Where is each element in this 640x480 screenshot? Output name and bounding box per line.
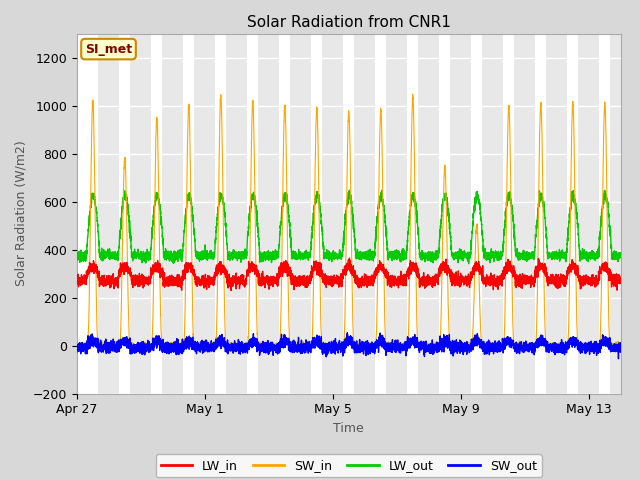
- Y-axis label: Solar Radiation (W/m2): Solar Radiation (W/m2): [14, 141, 27, 287]
- Bar: [163, 34, 184, 394]
- Bar: [611, 34, 631, 394]
- Bar: [419, 34, 440, 394]
- Bar: [451, 34, 471, 394]
- Legend: LW_in, SW_in, LW_out, SW_out: LW_in, SW_in, LW_out, SW_out: [156, 455, 541, 477]
- Bar: [323, 34, 344, 394]
- Bar: [259, 34, 280, 394]
- Bar: [99, 34, 119, 394]
- Bar: [547, 34, 568, 394]
- Bar: [195, 34, 215, 394]
- Bar: [131, 34, 152, 394]
- Bar: [291, 34, 312, 394]
- Bar: [355, 34, 375, 394]
- X-axis label: Time: Time: [333, 422, 364, 435]
- Bar: [387, 34, 408, 394]
- Bar: [483, 34, 504, 394]
- Text: SI_met: SI_met: [85, 43, 132, 56]
- Bar: [579, 34, 599, 394]
- Bar: [515, 34, 535, 394]
- Title: Solar Radiation from CNR1: Solar Radiation from CNR1: [247, 15, 451, 30]
- Bar: [227, 34, 248, 394]
